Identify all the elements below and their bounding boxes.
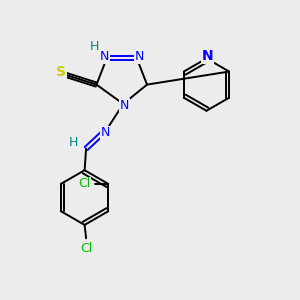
Text: Cl: Cl xyxy=(80,242,92,255)
Text: H: H xyxy=(69,136,78,149)
Text: H: H xyxy=(90,40,99,53)
Text: Cl: Cl xyxy=(78,177,91,190)
Text: S: S xyxy=(56,65,66,79)
Text: N: N xyxy=(101,126,110,139)
Text: N: N xyxy=(100,50,109,63)
Text: N: N xyxy=(202,49,214,63)
Text: N: N xyxy=(134,50,144,63)
Text: N: N xyxy=(120,99,129,112)
